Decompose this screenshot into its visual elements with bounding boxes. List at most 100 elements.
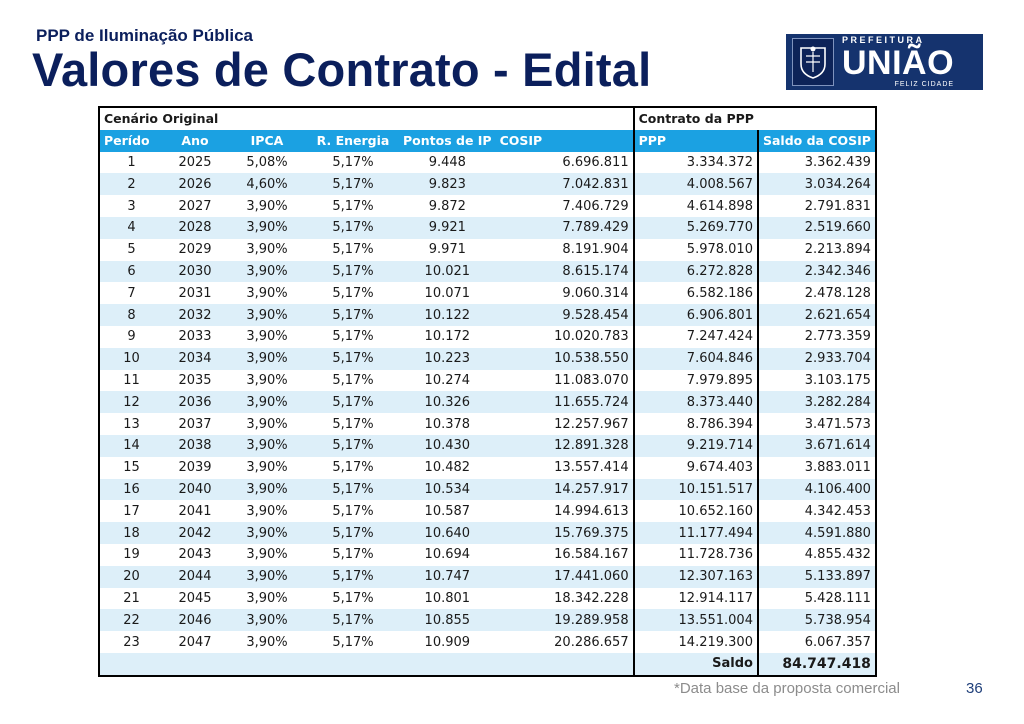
table-cell: 2025	[163, 151, 227, 174]
table-cell: 3.334.372	[632, 151, 758, 174]
total-value: 84.747.418	[756, 652, 877, 677]
table-cell: 5,17%	[307, 456, 399, 479]
table-cell: 19.289.958	[495, 609, 634, 632]
table-cell: 2034	[163, 347, 227, 370]
table-cell: 7.406.729	[495, 195, 634, 217]
table-cell: 10.151.517	[632, 478, 758, 501]
table-cell: 9.528.454	[495, 304, 634, 326]
table-cell: 6.582.186	[632, 282, 758, 305]
table-cell: 3,90%	[227, 304, 307, 326]
table-cell: 5,17%	[307, 434, 399, 457]
table-cell: 5,17%	[307, 565, 399, 588]
table-cell: 10.538.550	[495, 347, 634, 370]
table-total-row: Saldo 84.747.418	[98, 652, 877, 677]
table-cell: 14.994.613	[495, 500, 634, 523]
table-cell: 2	[98, 173, 163, 196]
table-cell: 5.269.770	[632, 216, 758, 239]
table-cell: 2044	[163, 565, 227, 588]
footnote: *Data base da proposta comercial	[674, 680, 900, 697]
table-cell: 12	[98, 391, 163, 414]
table-cell: 5,17%	[307, 543, 399, 566]
table-cell: 3	[98, 195, 163, 217]
group-header-empty	[757, 106, 877, 130]
table-cell: 5.428.111	[756, 587, 877, 610]
table-cell: 2031	[163, 282, 227, 305]
table-row: 22 2046 3,90% 5,17% 10.855 19.289.958 13.551.0…	[98, 609, 877, 632]
table-cell: 3.471.573	[756, 413, 877, 435]
table-row: 17 2041 3,90% 5,17% 10.587 14.994.613 10.652.1…	[98, 500, 877, 523]
table-cell: 10.652.160	[632, 500, 758, 523]
prefeitura-logo: PREFEITURA UNIÃO FELIZ CIDADE	[786, 34, 983, 90]
table-cell: 6	[98, 260, 163, 283]
table-cell: 2045	[163, 587, 227, 610]
table-cell: 19	[98, 543, 163, 566]
table-cell: 7.604.846	[632, 347, 758, 370]
table-cell: 3.671.614	[756, 434, 877, 457]
table-cell: 3.883.011	[756, 456, 877, 479]
column-header: Pontos de IP	[399, 129, 496, 152]
table-cell: 3.282.284	[756, 391, 877, 414]
table-cell: 3,90%	[227, 500, 307, 523]
table-cell: 10.747	[399, 565, 496, 588]
column-header: Perído	[98, 129, 163, 152]
table-cell: 5,08%	[227, 151, 307, 174]
table-cell: 12.891.328	[495, 434, 634, 457]
table-cell: 3,90%	[227, 543, 307, 566]
table-cell: 5,17%	[307, 347, 399, 370]
table-cell: 3,90%	[227, 434, 307, 457]
table-cell: 2026	[163, 173, 227, 196]
table-row: 5 2029 3,90% 5,17% 9.971 8.191.904 5.978.010 2.…	[98, 238, 877, 261]
table-cell: 3,90%	[227, 522, 307, 544]
total-row-spacer	[98, 652, 634, 677]
table-body: 1 2025 5,08% 5,17% 9.448 6.696.811 3.334.372 3.…	[98, 151, 877, 653]
table-cell: 18.342.228	[495, 587, 634, 610]
table-cell: 3,90%	[227, 609, 307, 632]
table-cell: 12.257.967	[495, 413, 634, 435]
table-cell: 23	[98, 631, 163, 653]
group-header-contrato-ppp: Contrato da PPP	[632, 106, 758, 130]
table-cell: 3,90%	[227, 282, 307, 305]
table-cell: 7.042.831	[495, 173, 634, 196]
table-cell: 2042	[163, 522, 227, 544]
table-cell: 3,90%	[227, 413, 307, 435]
table-cell: 10.020.783	[495, 325, 634, 348]
table-row: 9 2033 3,90% 5,17% 10.172 10.020.783 7.247.424…	[98, 325, 877, 348]
table-cell: 3,90%	[227, 325, 307, 348]
table-cell: 14.257.917	[495, 478, 634, 501]
table-cell: 2047	[163, 631, 227, 653]
table-cell: 9.219.714	[632, 434, 758, 457]
table-cell: 5,17%	[307, 216, 399, 239]
table-cell: 6.696.811	[495, 151, 634, 174]
table-cell: 12.914.117	[632, 587, 758, 610]
table-cell: 14	[98, 434, 163, 457]
table-cell: 9.448	[399, 151, 496, 174]
table-cell: 2029	[163, 238, 227, 261]
contract-values-table: Cenário Original Contrato da PPP Perído A…	[98, 106, 877, 677]
table-cell: 18	[98, 522, 163, 544]
total-label: Saldo	[632, 652, 758, 677]
table-cell: 3.362.439	[756, 151, 877, 174]
table-cell: 11.177.494	[632, 522, 758, 544]
table-cell: 2028	[163, 216, 227, 239]
column-header: R. Energia	[307, 129, 399, 152]
table-cell: 10.909	[399, 631, 496, 653]
table-cell: 4.106.400	[756, 478, 877, 501]
table-cell: 2040	[163, 478, 227, 501]
table-cell: 7.247.424	[632, 325, 758, 348]
table-cell: 2.519.660	[756, 216, 877, 239]
table-cell: 2.933.704	[756, 347, 877, 370]
table-cell: 8.373.440	[632, 391, 758, 414]
table-row: 16 2040 3,90% 5,17% 10.534 14.257.917 10.151.5…	[98, 478, 877, 501]
slide-title: Valores de Contrato - Edital	[32, 43, 652, 96]
table-cell: 4	[98, 216, 163, 239]
table-cell: 3,90%	[227, 565, 307, 588]
table-cell: 3,90%	[227, 347, 307, 370]
table-cell: 21	[98, 587, 163, 610]
table-cell: 3,90%	[227, 631, 307, 653]
table-row: 18 2042 3,90% 5,17% 10.640 15.769.375 11.177.4…	[98, 522, 877, 544]
table-cell: 5,17%	[307, 282, 399, 305]
table-cell: 5,17%	[307, 500, 399, 523]
table-cell: 10.587	[399, 500, 496, 523]
table-row: 6 2030 3,90% 5,17% 10.021 8.615.174 6.272.828 2…	[98, 260, 877, 283]
table-cell: 5,17%	[307, 325, 399, 348]
